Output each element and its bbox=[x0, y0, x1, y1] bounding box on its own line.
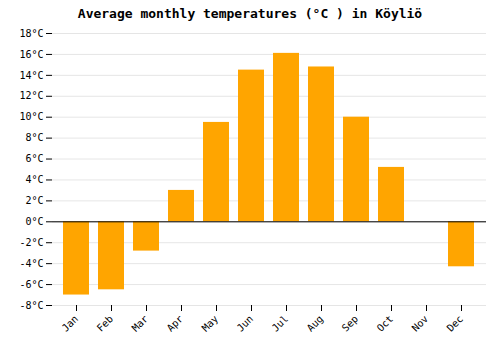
svg-text:8°C: 8°C bbox=[25, 132, 43, 143]
svg-text:-4°C: -4°C bbox=[19, 258, 43, 269]
svg-text:14°C: 14°C bbox=[19, 70, 43, 81]
svg-text:-6°C: -6°C bbox=[19, 279, 43, 290]
svg-text:6°C: 6°C bbox=[25, 153, 43, 164]
svg-text:Mar: Mar bbox=[130, 313, 151, 334]
svg-text:Feb: Feb bbox=[95, 313, 116, 334]
svg-text:Jan: Jan bbox=[60, 313, 81, 334]
svg-text:-8°C: -8°C bbox=[19, 300, 43, 311]
svg-text:4°C: 4°C bbox=[25, 174, 43, 185]
svg-text:Nov: Nov bbox=[410, 313, 431, 334]
svg-text:0°C: 0°C bbox=[25, 216, 43, 227]
svg-text:-2°C: -2°C bbox=[19, 237, 43, 248]
svg-text:12°C: 12°C bbox=[19, 90, 43, 101]
html-text:Average monthly temperatures (: Average monthly temperatures (°C ) in Kö… bbox=[77, 6, 423, 21]
svg-text:Jul: Jul bbox=[270, 313, 291, 334]
svg-text:Oct: Oct bbox=[375, 313, 396, 334]
svg-text:2°C: 2°C bbox=[25, 195, 43, 206]
svg-text:May: May bbox=[200, 313, 221, 334]
svg-text:16°C: 16°C bbox=[19, 49, 43, 60]
svg-text:Sep: Sep bbox=[340, 313, 361, 334]
svg-text:Dec: Dec bbox=[445, 313, 466, 334]
svg-text:Aug: Aug bbox=[305, 313, 326, 334]
svg-text:Apr: Apr bbox=[165, 313, 186, 334]
svg-text:10°C: 10°C bbox=[19, 111, 43, 122]
svg-text:18°C: 18°C bbox=[19, 28, 43, 39]
svg-text:Jun: Jun bbox=[235, 313, 256, 334]
